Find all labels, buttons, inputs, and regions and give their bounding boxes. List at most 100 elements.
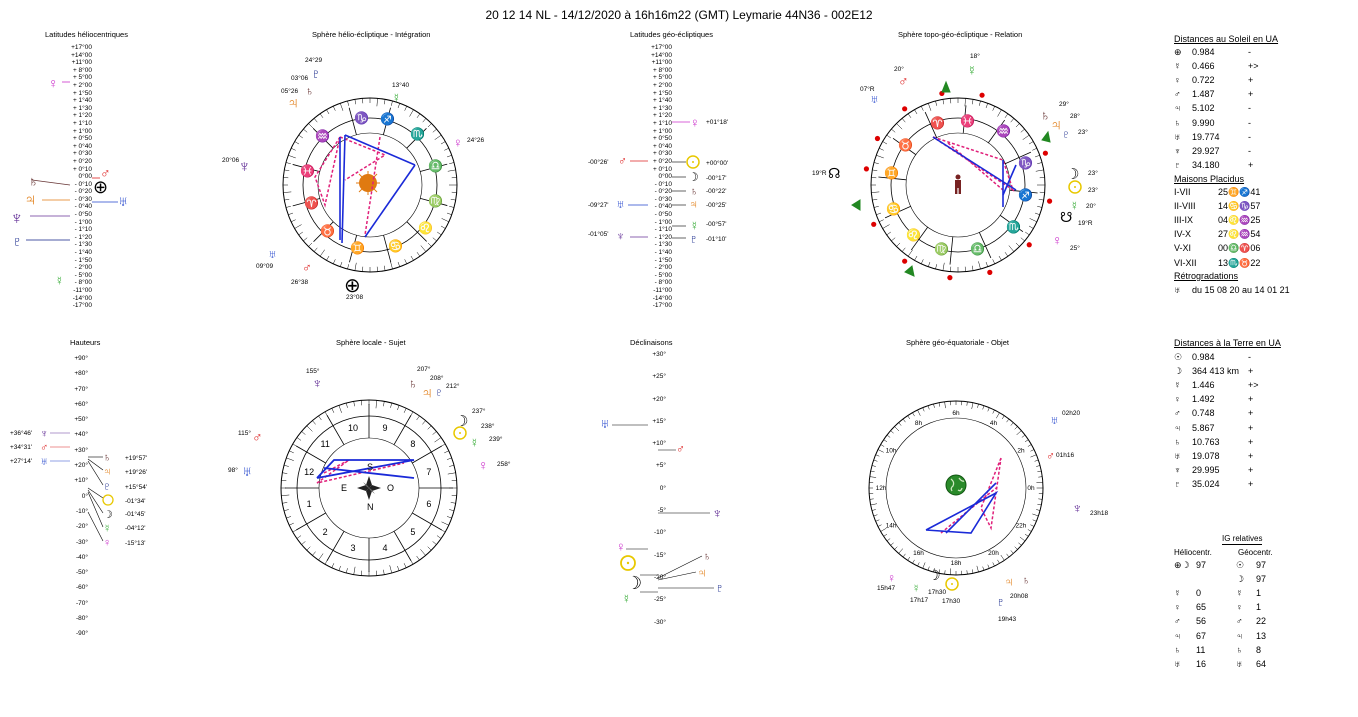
wheel-tick <box>306 425 313 432</box>
wheel-tick <box>354 99 357 105</box>
scale-tick-label: +30° <box>74 446 88 454</box>
scale-tick-label: +5° <box>655 462 666 470</box>
retro-value: du 15 08 20 au 14 01 21 <box>1192 285 1290 295</box>
wheel-tick <box>286 457 294 461</box>
wheel-tick <box>978 100 981 106</box>
wheel-tick <box>403 563 407 568</box>
wheel-tick <box>1020 128 1025 133</box>
info-row: ☿ 0.466 +> <box>1174 61 1259 71</box>
wheel-tick <box>886 538 891 542</box>
planet-icon: ♆ <box>1174 464 1181 475</box>
scale-tick-label: 0°00 <box>658 173 672 181</box>
hour-label: 12h <box>876 485 887 492</box>
planet-icon: ♅ <box>1236 658 1243 669</box>
uranus-icon: ♅ <box>1174 285 1181 295</box>
wheel-tick <box>1028 225 1034 229</box>
row-value: 0.984 <box>1192 352 1215 362</box>
scale-tick-label: -70° <box>76 599 88 607</box>
sign-aries-icon: ♈ <box>930 116 945 130</box>
wheel-tick <box>432 237 437 242</box>
info-row: ♂ 1.487 + <box>1174 89 1253 99</box>
helio-latitude-scale: +17°00 +14°00 +11°00 + 8°00 + 5°00 + 2°00 + 1°… <box>62 44 92 310</box>
hour-label: 0h <box>1027 485 1035 492</box>
scale-tick-label: + 0°10 <box>652 165 672 173</box>
wheel-tick <box>1014 546 1018 550</box>
hauteurs-markers: +36°46' ♆ +34°31' ♂ +27°14' ♅ ♄ +19°57' … <box>10 428 147 549</box>
info-row: ⊕ 0.984 - <box>1174 47 1251 58</box>
wheel-tick <box>353 401 355 407</box>
mercury-icon: ☿ <box>55 274 64 288</box>
wheel-tick <box>416 252 421 257</box>
wheel-tick <box>285 162 291 165</box>
sign-gemini-icon: ♊ <box>350 241 365 255</box>
wheel-tick <box>347 100 350 106</box>
ig-row: ⊕☽ 97 ☉ 97 <box>1174 560 1266 571</box>
wheel-tick <box>1027 529 1032 532</box>
scale-tick-label: +10° <box>652 440 666 448</box>
planet-icon: ♅ <box>1174 131 1181 142</box>
wheel-tick <box>985 261 988 267</box>
label-239: 239° <box>489 435 503 443</box>
topo-planet-labels: 18° ☿ 20° ♂ 07°R ♅ 29° ♄ 28° ♃ 23° ♇ 19°… <box>812 52 1098 252</box>
neptune-icon: ♆ <box>1072 500 1083 516</box>
wheel-division <box>988 119 1006 144</box>
wheel-tick <box>1029 218 1037 222</box>
label-238: 238° <box>481 422 495 430</box>
wheel-tick <box>894 426 900 432</box>
row-value: 0.466 <box>1192 61 1215 72</box>
ig-helio-value: 56 <box>1196 616 1207 627</box>
moon-icon: ☽ <box>1066 166 1079 183</box>
house-cusp-dot <box>987 269 993 275</box>
wheel-tick <box>397 103 400 109</box>
moon-icon: ☽ <box>928 567 941 583</box>
row-mark: + <box>1248 464 1254 475</box>
house-cusp-dot <box>874 135 881 142</box>
label-19-26: +19°26' <box>125 468 147 476</box>
scale-tick-label: -80° <box>76 615 88 623</box>
wheel-tick <box>1015 123 1020 128</box>
wheel-tick <box>966 570 968 575</box>
info-row: I-VII 25♊♐41 <box>1174 187 1260 198</box>
moon-icon: ☽ <box>688 170 699 184</box>
label-27-14: +27°14' <box>10 457 32 465</box>
house-number: 10 <box>348 423 358 433</box>
house-number: 12 <box>304 467 314 477</box>
scale-tick-label: -14°00 <box>72 294 92 302</box>
house-number: 3 <box>350 543 355 553</box>
house-number: 5 <box>410 527 415 537</box>
wheel-tick <box>875 519 880 522</box>
wheel-tick <box>404 259 407 264</box>
wheel-tick <box>1006 418 1010 423</box>
wheel-tick <box>294 141 300 145</box>
label-19h43: 19h43 <box>998 616 1016 623</box>
wheel-tick <box>875 454 880 457</box>
scale-tick-label: -5° <box>657 507 666 515</box>
wheel-tick <box>894 546 898 550</box>
row-value: 29.995 <box>1192 464 1220 475</box>
label-23a: 23° <box>1078 128 1088 136</box>
mars-icon: ♂ <box>618 154 627 168</box>
wheel-tick <box>883 533 888 537</box>
wheel-tick <box>890 542 894 546</box>
wheel-tick <box>294 224 302 229</box>
sign-libra-icon: ♎ <box>428 159 443 173</box>
wheel-tick <box>409 109 414 117</box>
row-mark: +> <box>1248 380 1259 391</box>
sign-taurus-icon: ♉ <box>898 138 913 152</box>
venus-icon: ♀ <box>616 539 626 554</box>
wheel-tick <box>992 409 995 414</box>
planet-icon: ☿ <box>1174 61 1181 72</box>
scale-tick-label: + 2°00 <box>652 81 672 89</box>
scale-tick-label: - 8°00 <box>74 279 92 287</box>
label-01h16: 01h16 <box>1056 452 1074 459</box>
wheel-division <box>393 531 412 561</box>
pluto-icon: ♇ <box>996 595 1005 609</box>
ig-row: ☽ 97 <box>1174 574 1266 585</box>
label-05-26: 05°26 <box>281 87 298 95</box>
scale-tick-label: + 0°20 <box>652 157 672 165</box>
retro-header: Rétrogradations <box>1174 271 1239 281</box>
equatorial-sphere-title: Sphère géo-équatoriale - Objet <box>906 338 1009 347</box>
wheel-tick <box>1004 252 1009 257</box>
sign-virgo-icon: ♍ <box>428 194 443 208</box>
wheel-tick <box>917 562 920 567</box>
